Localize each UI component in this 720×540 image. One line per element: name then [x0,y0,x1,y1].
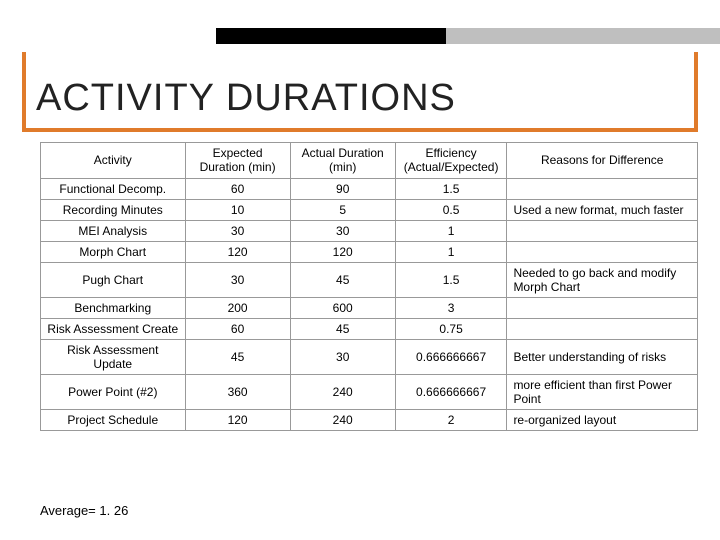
actual-cell: 45 [290,318,395,339]
reason-cell [507,241,698,262]
activity-cell: Benchmarking [41,297,186,318]
reason-cell: Better understanding of risks [507,339,698,374]
actual-cell: 600 [290,297,395,318]
actual-cell: 90 [290,178,395,199]
efficiency-cell: 0.666666667 [395,374,507,409]
expected-cell: 120 [185,409,290,430]
decorative-top-bar [0,28,720,44]
expected-cell: 60 [185,318,290,339]
table-header-cell: Expected Duration (min) [185,143,290,179]
efficiency-cell: 1 [395,241,507,262]
reason-cell: Used a new format, much faster [507,199,698,220]
efficiency-cell: 0.75 [395,318,507,339]
activity-cell: Recording Minutes [41,199,186,220]
activity-cell: Morph Chart [41,241,186,262]
table-header-cell: Reasons for Difference [507,143,698,179]
expected-cell: 120 [185,241,290,262]
reason-cell [507,178,698,199]
table-header-cell: Activity [41,143,186,179]
table-row: Morph Chart1201201 [41,241,698,262]
reason-cell: Needed to go back and modify Morph Chart [507,262,698,297]
activity-cell: Risk Assessment Update [41,339,186,374]
table-row: MEI Analysis30301 [41,220,698,241]
expected-cell: 45 [185,339,290,374]
efficiency-cell: 1 [395,220,507,241]
efficiency-cell: 1.5 [395,262,507,297]
actual-cell: 30 [290,339,395,374]
table-header-row: ActivityExpected Duration (min)Actual Du… [41,143,698,179]
table-header-cell: Actual Duration (min) [290,143,395,179]
expected-cell: 60 [185,178,290,199]
durations-table: ActivityExpected Duration (min)Actual Du… [40,142,698,431]
actual-cell: 240 [290,374,395,409]
actual-cell: 240 [290,409,395,430]
efficiency-cell: 0.666666667 [395,339,507,374]
expected-cell: 10 [185,199,290,220]
durations-table-container: ActivityExpected Duration (min)Actual Du… [40,142,698,431]
expected-cell: 30 [185,262,290,297]
efficiency-cell: 0.5 [395,199,507,220]
top-bar-white-segment [0,28,216,44]
actual-cell: 45 [290,262,395,297]
table-row: Risk Assessment Create60450.75 [41,318,698,339]
activity-cell: Risk Assessment Create [41,318,186,339]
activity-cell: Project Schedule [41,409,186,430]
activity-cell: Functional Decomp. [41,178,186,199]
average-label: Average= 1. 26 [40,503,128,518]
title-band: ACTIVITY DURATIONS [22,52,698,132]
table-row: Recording Minutes1050.5Used a new format… [41,199,698,220]
expected-cell: 360 [185,374,290,409]
table-row: Power Point (#2)3602400.666666667more ef… [41,374,698,409]
efficiency-cell: 2 [395,409,507,430]
table-row: Project Schedule1202402re-organized layo… [41,409,698,430]
table-row: Risk Assessment Update45300.666666667Bet… [41,339,698,374]
expected-cell: 30 [185,220,290,241]
reason-cell [507,220,698,241]
reason-cell: re-organized layout [507,409,698,430]
table-header-cell: Efficiency (Actual/Expected) [395,143,507,179]
activity-cell: Pugh Chart [41,262,186,297]
table-row: Benchmarking2006003 [41,297,698,318]
activity-cell: Power Point (#2) [41,374,186,409]
efficiency-cell: 1.5 [395,178,507,199]
page-title: ACTIVITY DURATIONS [36,77,456,120]
activity-cell: MEI Analysis [41,220,186,241]
efficiency-cell: 3 [395,297,507,318]
top-bar-gray-segment [446,28,720,44]
actual-cell: 120 [290,241,395,262]
actual-cell: 30 [290,220,395,241]
top-bar-black-segment [216,28,446,44]
table-row: Pugh Chart30451.5Needed to go back and m… [41,262,698,297]
reason-cell [507,318,698,339]
actual-cell: 5 [290,199,395,220]
table-row: Functional Decomp.60901.5 [41,178,698,199]
reason-cell [507,297,698,318]
expected-cell: 200 [185,297,290,318]
reason-cell: more efficient than first Power Point [507,374,698,409]
